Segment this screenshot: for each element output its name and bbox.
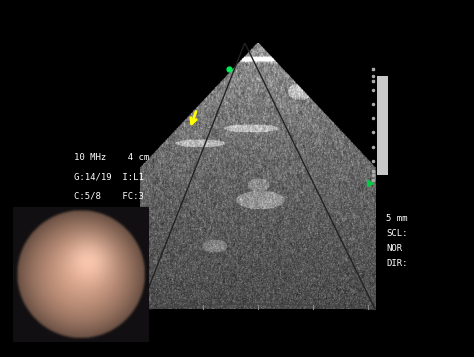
Text: SCL:: SCL:: [386, 229, 408, 238]
Text: 10 MHz    4 cm: 10 MHz 4 cm: [74, 153, 149, 162]
Text: L.DEN:x3.0: L.DEN:x3.0: [74, 211, 128, 220]
Text: C:5/8    FC:3: C:5/8 FC:3: [74, 191, 144, 200]
Text: 5 mm: 5 mm: [386, 214, 408, 223]
Text: NOR: NOR: [386, 244, 402, 253]
Text: DIR:: DIR:: [386, 259, 408, 268]
Bar: [377, 76, 388, 175]
Text: G:14/19  I:L1: G:14/19 I:L1: [74, 172, 144, 181]
Text: TX:100%: TX:100%: [74, 230, 111, 239]
